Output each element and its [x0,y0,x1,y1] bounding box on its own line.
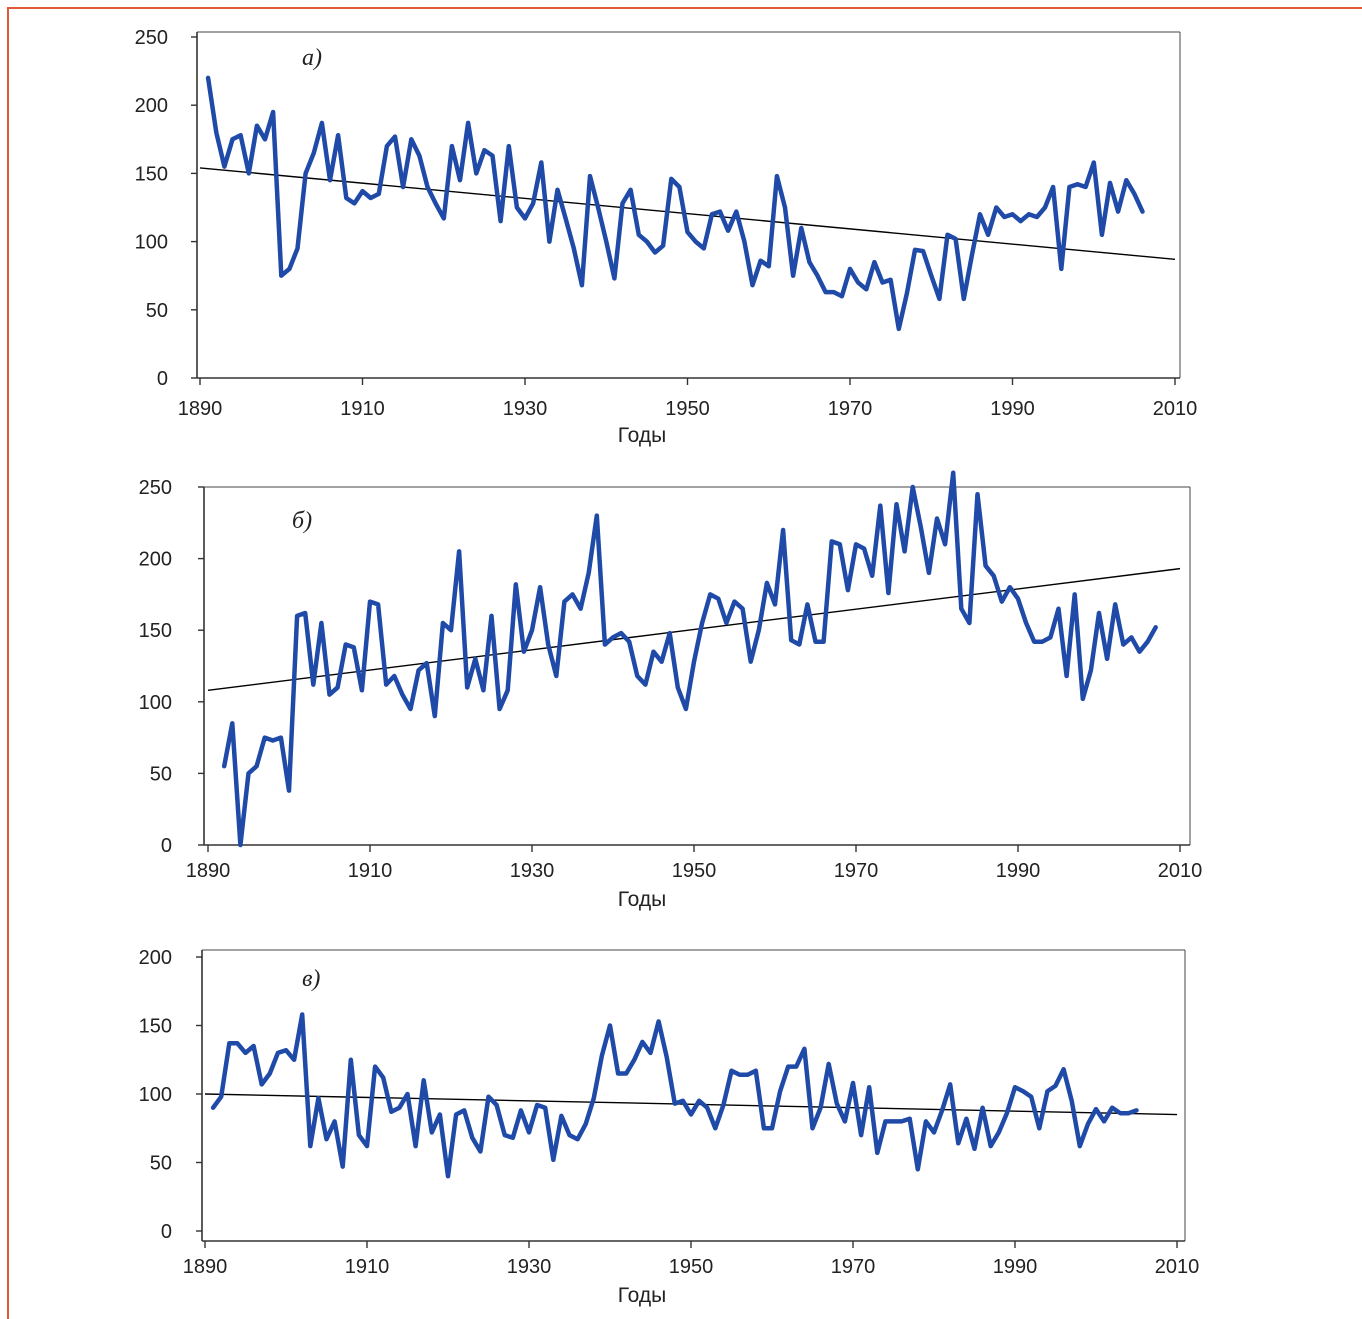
x-tick-label: 1950 [669,1256,714,1278]
x-tick-label: 1890 [186,860,231,882]
y-tick-label: 150 [139,1016,172,1038]
panel-label: б) [292,508,312,534]
y-tick-label: 0 [157,368,168,390]
x-tick-label: 1990 [996,860,1041,882]
x-tick-label: 1970 [828,398,873,420]
y-tick-label: 100 [139,1084,172,1106]
x-tick-label: 1970 [834,860,879,882]
y-tick-label: 150 [135,163,168,185]
chart-panel-3: 0 50 100 150 200 1890 1910 1930 1950 1970 1990 2010… [139,947,1200,1307]
x-tick-label: 1910 [348,860,393,882]
figure-frame [7,7,1362,1319]
chart-panel-2: 0 50 100 150 200 250 1890 1910 1930 1950 1970 1990 2… [139,470,1203,911]
x-tick-label: 1970 [831,1256,876,1278]
x-tick-label: 1950 [672,860,717,882]
y-tick-label: 100 [139,692,172,714]
chart-panel-1: 0 50 100 150 200 250 1890 1910 1930 1950 1970 1990 2… [135,27,1198,447]
y-tick-label: 200 [139,549,172,571]
y-tick-label: 50 [150,763,172,785]
x-axis-title: Годы [618,888,667,911]
y-tick-label: 250 [139,477,172,499]
y-tick-label: 200 [135,95,168,117]
series-line [221,470,1158,848]
y-tick-label: 50 [150,1153,172,1175]
x-axis-title: Годы [618,1284,667,1307]
series-line [210,1012,1139,1179]
x-tick-label: 1910 [345,1256,390,1278]
x-tick-label: 2010 [1158,860,1203,882]
x-tick-label: 1890 [178,398,223,420]
x-tick-label: 1950 [665,398,710,420]
x-tick-label: 1930 [507,1256,552,1278]
x-tick-label: 2010 [1153,398,1198,420]
series-line [205,75,1145,332]
panel-label: в) [302,966,320,992]
y-tick-label: 0 [161,835,172,857]
y-tick-label: 100 [135,232,168,254]
x-axis-title: Годы [618,424,667,447]
y-tick-label: 250 [135,27,168,49]
panel-label: а) [302,45,322,71]
x-tick-label: 1990 [990,398,1035,420]
x-tick-label: 1910 [340,398,385,420]
trend-line [199,167,1176,261]
y-tick-label: 200 [139,947,172,969]
x-tick-label: 1930 [510,860,555,882]
y-tick-label: 150 [139,620,172,642]
x-tick-label: 2010 [1155,1256,1200,1278]
x-tick-label: 1890 [183,1256,228,1278]
x-tick-label: 1930 [503,398,548,420]
y-tick-label: 50 [146,300,168,322]
trend-line [204,1093,1178,1116]
trend-line [207,567,1181,692]
y-tick-label: 0 [161,1221,172,1243]
x-tick-label: 1990 [993,1256,1038,1278]
